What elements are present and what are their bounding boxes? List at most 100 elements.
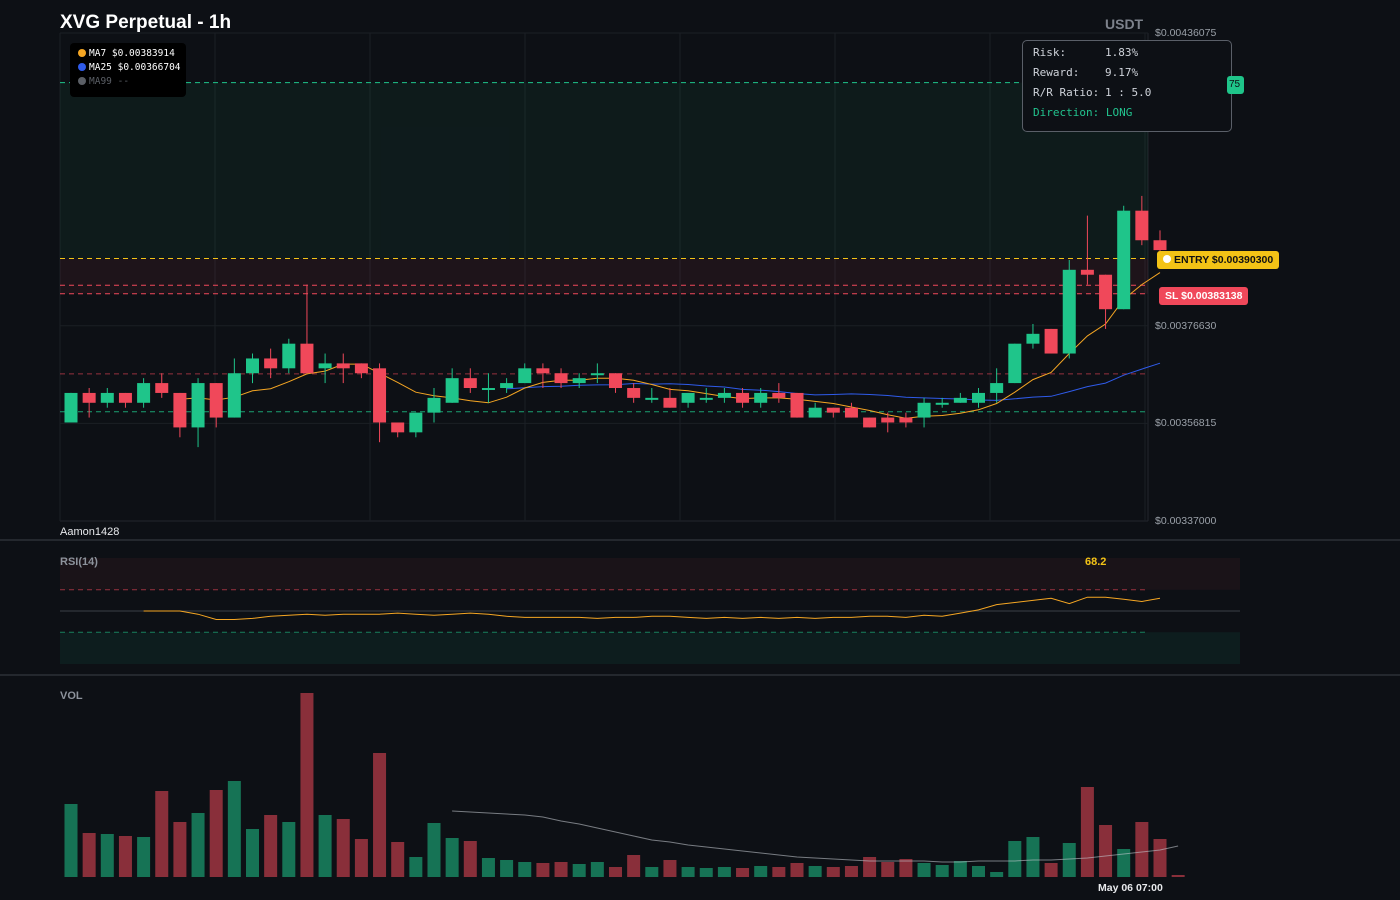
volume-bar bbox=[64, 804, 78, 877]
candle-body bbox=[1099, 274, 1113, 310]
volume-bar bbox=[935, 865, 949, 877]
volume-bar bbox=[227, 781, 241, 877]
candle-body bbox=[663, 397, 677, 408]
rsi-overbought-zone bbox=[60, 558, 1240, 590]
volume-bar bbox=[82, 833, 96, 877]
candle-body bbox=[1044, 328, 1058, 354]
candle-body bbox=[481, 388, 495, 391]
volume-bar bbox=[1062, 843, 1076, 877]
candle-body bbox=[318, 363, 332, 369]
candle-body bbox=[354, 363, 368, 374]
candle-body bbox=[953, 397, 967, 403]
candle-body bbox=[373, 368, 387, 423]
volume-bar bbox=[681, 867, 695, 877]
volume-bar bbox=[137, 837, 151, 877]
candle-body bbox=[155, 383, 169, 393]
candle-body bbox=[590, 373, 604, 376]
legend-ma7: MA7 $0.00383914 bbox=[78, 47, 186, 61]
candle-body bbox=[264, 358, 278, 369]
volume-bar bbox=[1044, 863, 1058, 877]
candle-body bbox=[881, 417, 895, 423]
volume-bar bbox=[790, 863, 804, 877]
volume-average-line bbox=[452, 810, 1179, 863]
volume-bar bbox=[736, 868, 750, 877]
volume-bar bbox=[554, 862, 568, 877]
stop-loss-tag: SL $0.00383138 bbox=[1159, 287, 1249, 305]
candle-body bbox=[1135, 210, 1149, 241]
direction-value: Direction: LONG bbox=[1033, 106, 1133, 119]
volume-bar bbox=[118, 836, 132, 877]
candle-body bbox=[427, 397, 441, 413]
reward-label: Reward: bbox=[1033, 66, 1080, 79]
volume-bar bbox=[917, 863, 931, 877]
volume-bar bbox=[1008, 841, 1022, 877]
volume-pane-label: VOL bbox=[60, 690, 83, 702]
candle-body bbox=[246, 358, 259, 374]
candle-body bbox=[445, 378, 459, 403]
candle-body bbox=[645, 397, 659, 400]
volume-bar bbox=[627, 855, 641, 877]
legend-ma99-label: MA99 -- bbox=[89, 76, 130, 87]
candle-body bbox=[935, 402, 949, 405]
volume-bar bbox=[100, 834, 114, 877]
candle-body bbox=[463, 378, 477, 389]
volume-bar bbox=[173, 822, 187, 877]
candle-body bbox=[100, 392, 114, 403]
candle-body bbox=[609, 373, 622, 389]
legend-ma25: MA25 $0.00366704 bbox=[78, 61, 186, 75]
volume-bar bbox=[1171, 875, 1185, 877]
candle-body bbox=[1026, 333, 1040, 344]
chart-title: XVG Perpetual - 1h bbox=[60, 12, 232, 33]
candle-body bbox=[554, 373, 568, 384]
volume-bar bbox=[881, 862, 895, 877]
volume-bar bbox=[590, 862, 604, 877]
candle-body bbox=[118, 392, 132, 403]
candle-body bbox=[336, 363, 350, 369]
volume-bar bbox=[1080, 787, 1094, 877]
rsi-latest-value: 68.2 bbox=[1085, 556, 1107, 568]
candle-body bbox=[990, 383, 1004, 393]
candle-body bbox=[572, 378, 586, 384]
volume-bar bbox=[500, 860, 514, 877]
y-tick-label: $0.00356815 bbox=[1155, 417, 1217, 429]
volume-bar bbox=[1153, 839, 1167, 877]
legend-ma7-label: MA7 $0.00383914 bbox=[89, 48, 175, 59]
ratio-label: R/R Ratio: bbox=[1033, 86, 1100, 99]
candle-body bbox=[64, 392, 78, 423]
volume-bar bbox=[246, 829, 259, 877]
candle-body bbox=[300, 343, 314, 374]
candle-body bbox=[681, 392, 695, 403]
take-profit-tag: 75 bbox=[1227, 76, 1245, 94]
volume-bar bbox=[844, 866, 858, 877]
volume-bar bbox=[409, 857, 423, 877]
volume-bar bbox=[481, 858, 495, 877]
volume-bar bbox=[373, 753, 387, 877]
ma25-line bbox=[506, 362, 1161, 401]
candle-body bbox=[82, 392, 96, 403]
volume-bar bbox=[699, 868, 713, 877]
ma25-dot-icon bbox=[78, 63, 86, 71]
volume-bar bbox=[808, 866, 822, 877]
candle-body bbox=[282, 343, 296, 369]
x-axis-time-label: May 06 07:00 bbox=[1098, 882, 1163, 894]
candle-body bbox=[972, 392, 985, 403]
volume-bar bbox=[336, 819, 350, 877]
candle-body bbox=[227, 373, 241, 418]
volume-bar bbox=[282, 822, 296, 877]
candle-body bbox=[790, 392, 804, 418]
volume-bar bbox=[300, 693, 314, 877]
candle-body bbox=[209, 383, 223, 418]
candle-body bbox=[173, 392, 187, 428]
legend-ma99: MA99 -- bbox=[78, 75, 186, 89]
rsi-oversold-zone bbox=[60, 632, 1240, 664]
quote-currency: USDT bbox=[1105, 16, 1144, 32]
volume-bar bbox=[754, 866, 768, 877]
volume-bar bbox=[191, 813, 205, 877]
candle-body bbox=[826, 407, 840, 413]
legend-ma25-label: MA25 $0.00366704 bbox=[89, 62, 181, 73]
rsi-pane-label: RSI(14) bbox=[60, 556, 98, 568]
candle-body bbox=[518, 368, 532, 384]
candle-body bbox=[1062, 269, 1076, 354]
volume-bar bbox=[899, 859, 913, 877]
